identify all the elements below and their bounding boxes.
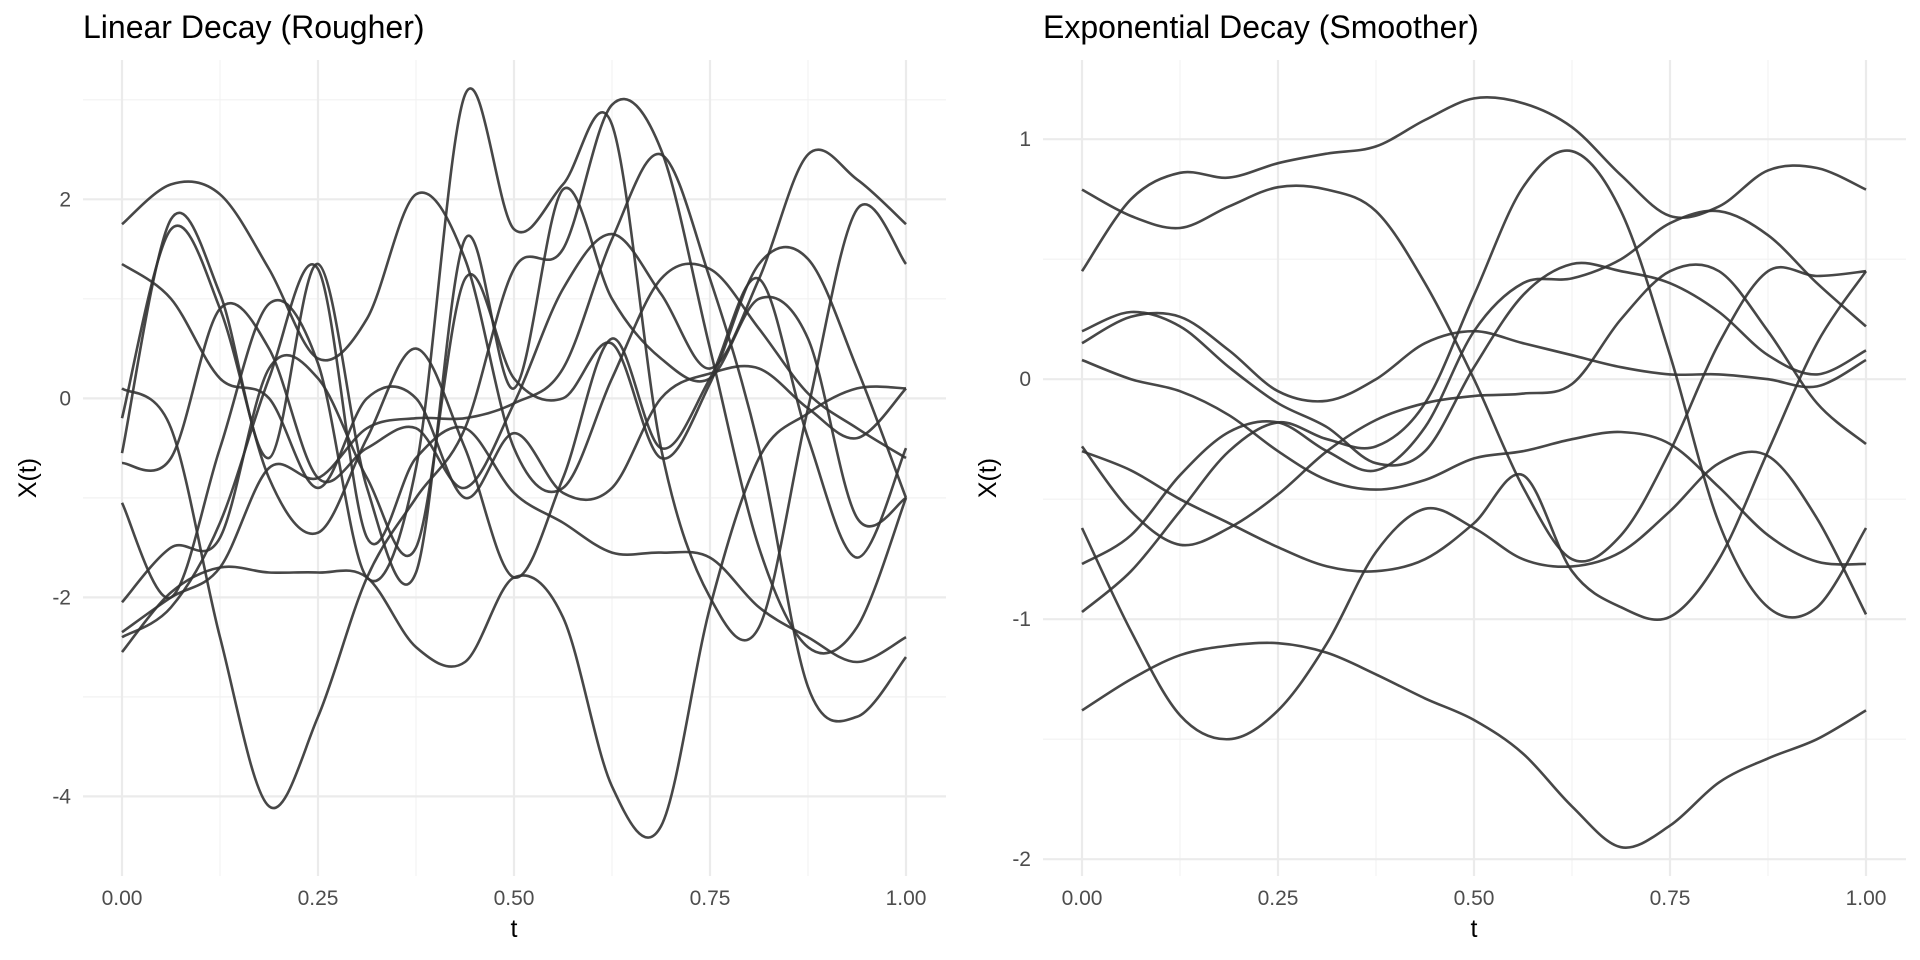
y-tick-label: 1 [1019, 128, 1031, 151]
series-line-curve-6 [1080, 263, 1867, 547]
series-line-curve-1 [121, 180, 907, 494]
series-line-curve-4 [1081, 261, 1867, 467]
series-line-curve-7 [121, 245, 908, 604]
y-axis-title: X(t) [974, 458, 1002, 498]
x-tick-label: 0.25 [1258, 887, 1299, 910]
x-tick-label: 0.00 [1062, 887, 1103, 910]
x-tick-label: 1.00 [1846, 887, 1887, 910]
y-tick-labels: -4 -2 0 2 [52, 188, 71, 808]
grid [83, 60, 946, 876]
y-tick-label: 0 [1019, 368, 1031, 391]
series-line-curve-1 [1080, 95, 1867, 272]
y-tick-label: -2 [52, 586, 71, 609]
series-line-curve-10 [1081, 641, 1867, 849]
x-tick-label: 0.50 [494, 887, 535, 910]
x-tick-labels: 0.00 0.25 0.50 0.75 1.00 [1062, 887, 1887, 910]
panel-exponential-decay: Exponential Decay (Smoother) 0.00 0.25 0.5… [974, 9, 1906, 943]
series-line-curve-9 [120, 385, 907, 839]
y-tick-label: 2 [59, 188, 71, 211]
series-line-curve-9 [1080, 450, 1868, 741]
x-axis-title: t [511, 915, 518, 943]
chart-title: Linear Decay (Rougher) [83, 9, 425, 45]
y-tick-label: -2 [1012, 848, 1031, 871]
series-line-curve-11 [121, 148, 907, 490]
series-line-curve-3 [120, 186, 907, 586]
curves [1080, 95, 1868, 849]
x-tick-labels: 0.00 0.25 0.50 0.75 1.00 [102, 887, 927, 910]
curves [120, 87, 908, 839]
series-line-curve-7 [1081, 209, 1867, 566]
y-tick-label: -4 [52, 785, 71, 808]
y-tick-label: -1 [1012, 608, 1031, 631]
y-tick-label: 0 [59, 387, 71, 410]
x-axis-title: t [1471, 915, 1478, 943]
x-tick-label: 0.00 [102, 887, 143, 910]
x-tick-label: 1.00 [886, 887, 927, 910]
series-line-curve-5 [121, 97, 908, 810]
x-tick-label: 0.50 [1454, 887, 1495, 910]
series-line-curve-10 [121, 152, 908, 723]
series-line-curve-6 [120, 87, 908, 642]
series-line-curve-11 [1081, 270, 1868, 622]
x-tick-label: 0.75 [690, 887, 731, 910]
x-tick-label: 0.25 [298, 887, 339, 910]
panel-linear-decay: Linear Decay (Rougher) 0.00 0.25 0.50 0.75 1… [14, 9, 946, 943]
series-line-curve-2 [1081, 184, 1867, 563]
y-tick-labels: -2 -1 0 1 [1012, 128, 1031, 871]
series-line-curve-8 [121, 263, 907, 664]
series-line-curve-5 [1081, 358, 1867, 566]
y-axis-title: X(t) [14, 458, 42, 498]
grid [1043, 60, 1906, 876]
x-tick-label: 0.75 [1650, 887, 1691, 910]
chart-title: Exponential Decay (Smoother) [1043, 9, 1479, 45]
